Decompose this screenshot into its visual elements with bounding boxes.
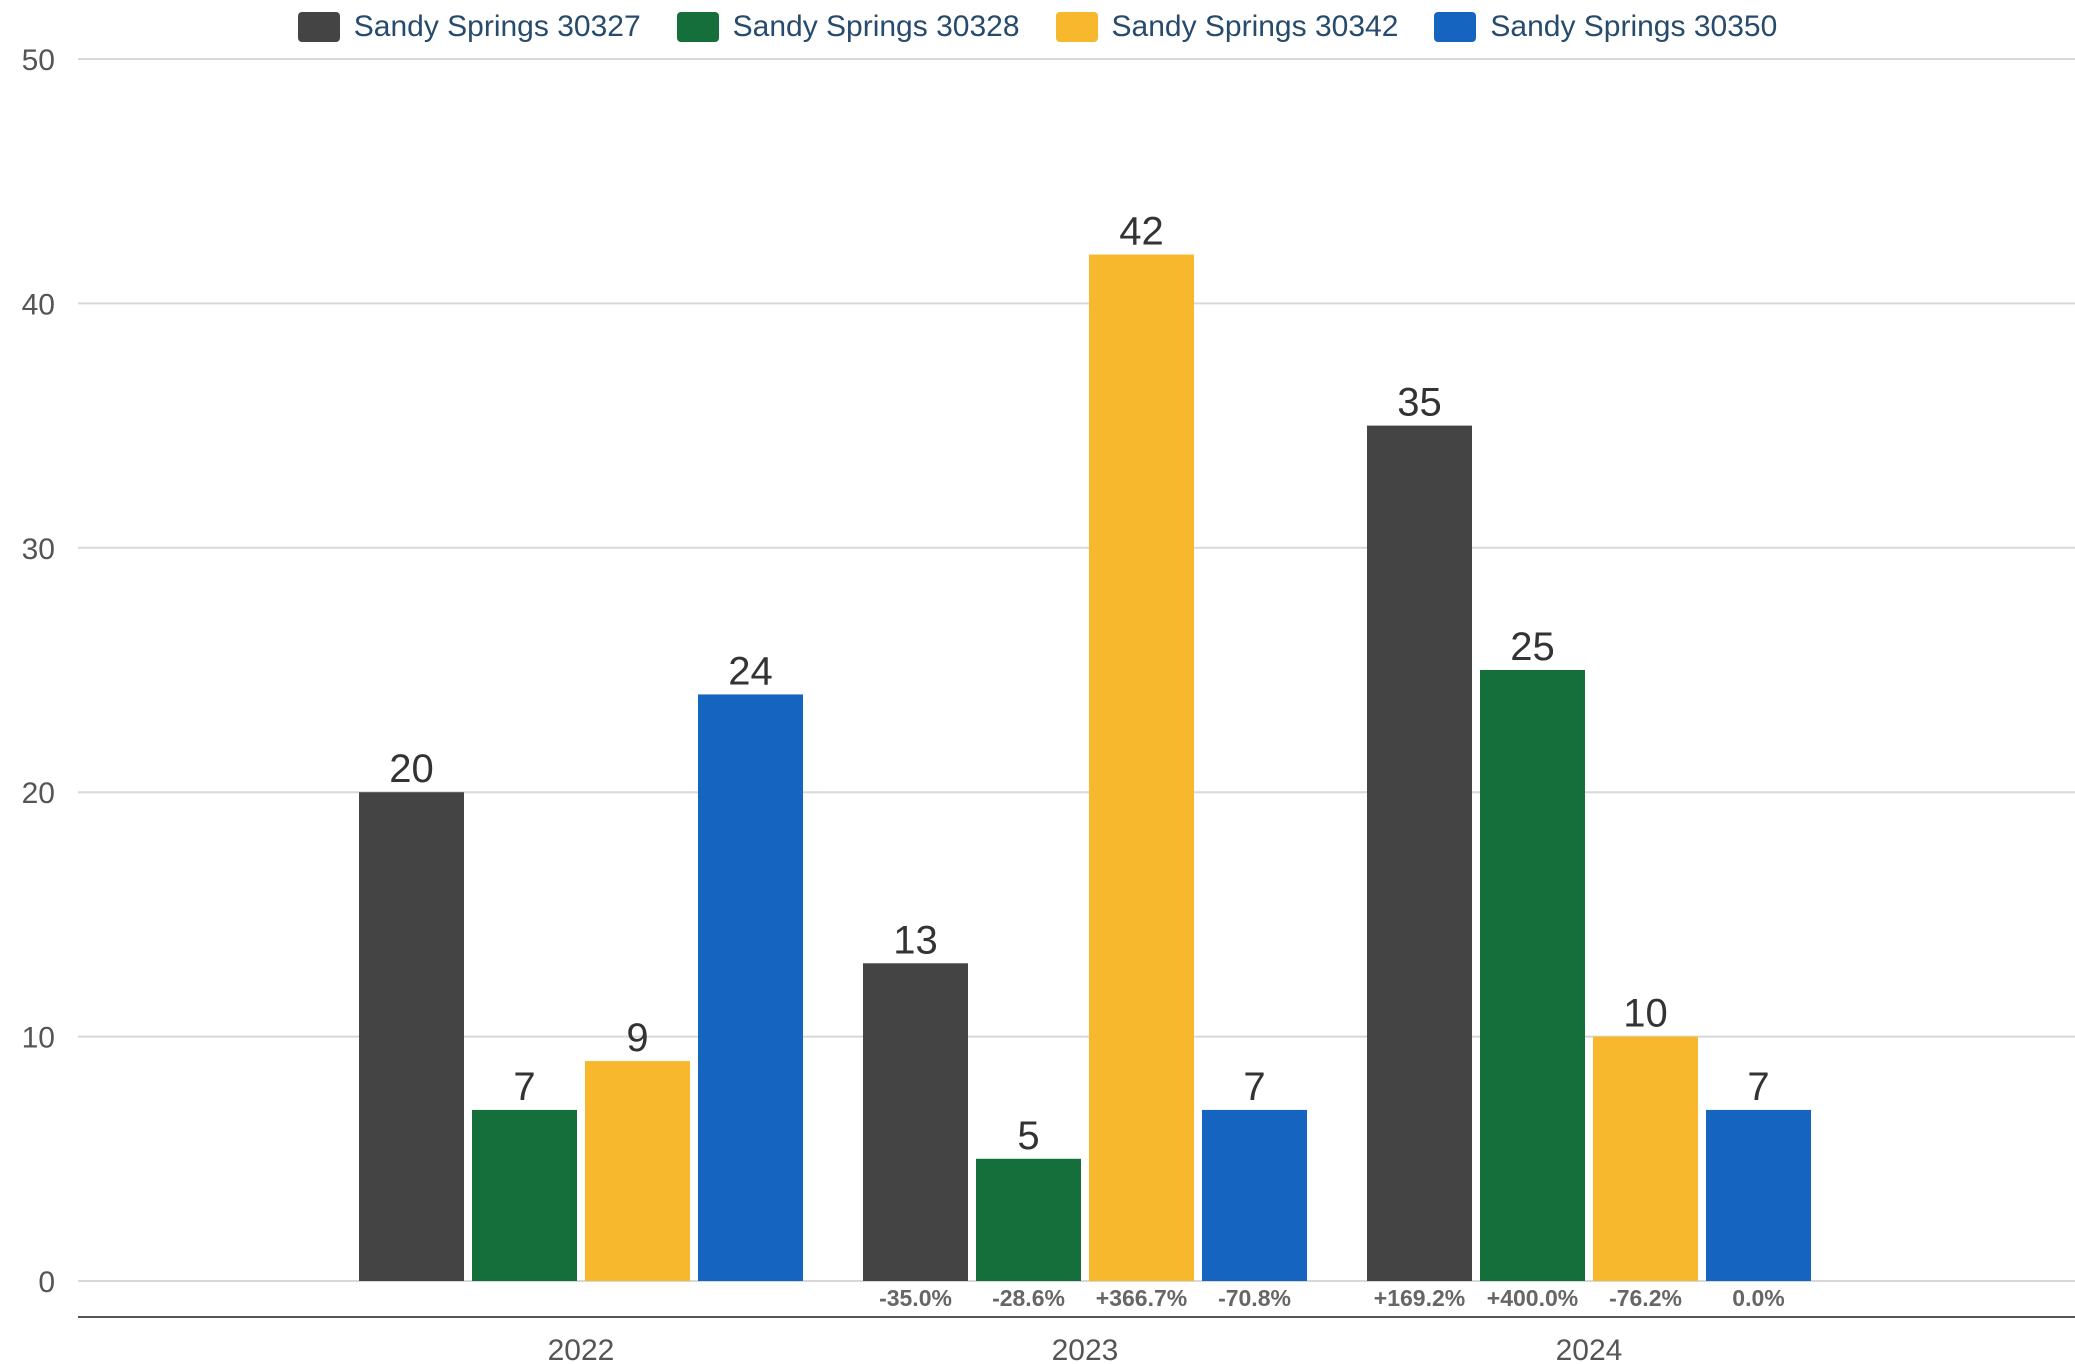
legend-item-30342[interactable]: Sandy Springs 30342 <box>1055 10 1399 44</box>
data-label: 7 <box>513 1065 535 1109</box>
bar[interactable] <box>1367 425 1472 1282</box>
data-label: 35 <box>1397 381 1442 425</box>
data-label: 20 <box>389 747 434 791</box>
x-tick-label: 2023 <box>1052 1334 1119 1364</box>
bars <box>359 254 1811 1282</box>
data-label: 5 <box>1017 1114 1039 1158</box>
change-label: -76.2% <box>1609 1285 1682 1311</box>
bar[interactable] <box>1480 670 1585 1281</box>
x-axis-ticks: 2022 2023 2024 <box>548 1334 1623 1364</box>
legend-swatch <box>676 12 719 42</box>
legend-swatch <box>297 12 340 42</box>
legend-item-30327[interactable]: Sandy Springs 30327 <box>297 10 641 44</box>
data-label: 9 <box>626 1016 648 1060</box>
legend-swatch <box>1055 12 1098 42</box>
bar[interactable] <box>585 1061 690 1281</box>
change-label: +366.7% <box>1096 1285 1187 1311</box>
y-tick-label: 30 <box>22 533 55 566</box>
y-tick-label: 10 <box>22 1022 55 1055</box>
bar[interactable] <box>1706 1109 1811 1281</box>
y-axis-ticks: 0 10 20 30 40 50 <box>22 44 55 1299</box>
value-labels: 20 7 9 24 13 5 42 7 35 25 10 7 <box>389 210 1769 1158</box>
change-label: +400.0% <box>1487 1285 1578 1311</box>
change-label: -28.6% <box>992 1285 1065 1311</box>
data-label: 7 <box>1243 1065 1265 1109</box>
data-label: 24 <box>728 649 773 693</box>
data-label: 25 <box>1510 625 1555 669</box>
change-label: +169.2% <box>1374 1285 1465 1311</box>
change-label: -70.8% <box>1218 1285 1291 1311</box>
bar[interactable] <box>976 1158 1081 1281</box>
bar[interactable] <box>1089 254 1194 1281</box>
y-tick-label: 40 <box>22 288 55 321</box>
change-labels: -35.0% -28.6% +366.7% -70.8% +169.2% +400.0% -… <box>879 1285 1785 1311</box>
x-tick-label: 2024 <box>1556 1334 1623 1364</box>
legend-label: Sandy Springs 30328 <box>732 10 1020 43</box>
change-label: 0.0% <box>1732 1285 1784 1311</box>
bar[interactable] <box>1593 1036 1698 1281</box>
data-label: 7 <box>1747 1065 1769 1109</box>
legend-item-30350[interactable]: Sandy Springs 30350 <box>1434 10 1777 44</box>
bar[interactable] <box>472 1109 577 1281</box>
bar[interactable] <box>359 792 464 1281</box>
legend-label: Sandy Springs 30342 <box>1111 10 1399 43</box>
legend-label: Sandy Springs 30327 <box>353 10 641 43</box>
data-label: 42 <box>1119 210 1164 254</box>
legend-swatch <box>1434 12 1477 42</box>
y-tick-label: 50 <box>22 44 55 77</box>
legend-item-30328[interactable]: Sandy Springs 30328 <box>676 10 1020 44</box>
y-tick-label: 0 <box>38 1266 55 1299</box>
bar[interactable] <box>1202 1109 1307 1281</box>
legend-label: Sandy Springs 30350 <box>1490 10 1778 43</box>
bar[interactable] <box>863 963 968 1281</box>
data-label: 10 <box>1623 992 1668 1036</box>
y-tick-label: 20 <box>22 777 55 810</box>
legend: Sandy Springs 30327 Sandy Springs 30328 … <box>0 2 2075 52</box>
data-label: 13 <box>893 918 938 962</box>
bar[interactable] <box>698 694 803 1281</box>
x-tick-label: 2022 <box>548 1334 615 1364</box>
change-label: -35.0% <box>879 1285 952 1311</box>
